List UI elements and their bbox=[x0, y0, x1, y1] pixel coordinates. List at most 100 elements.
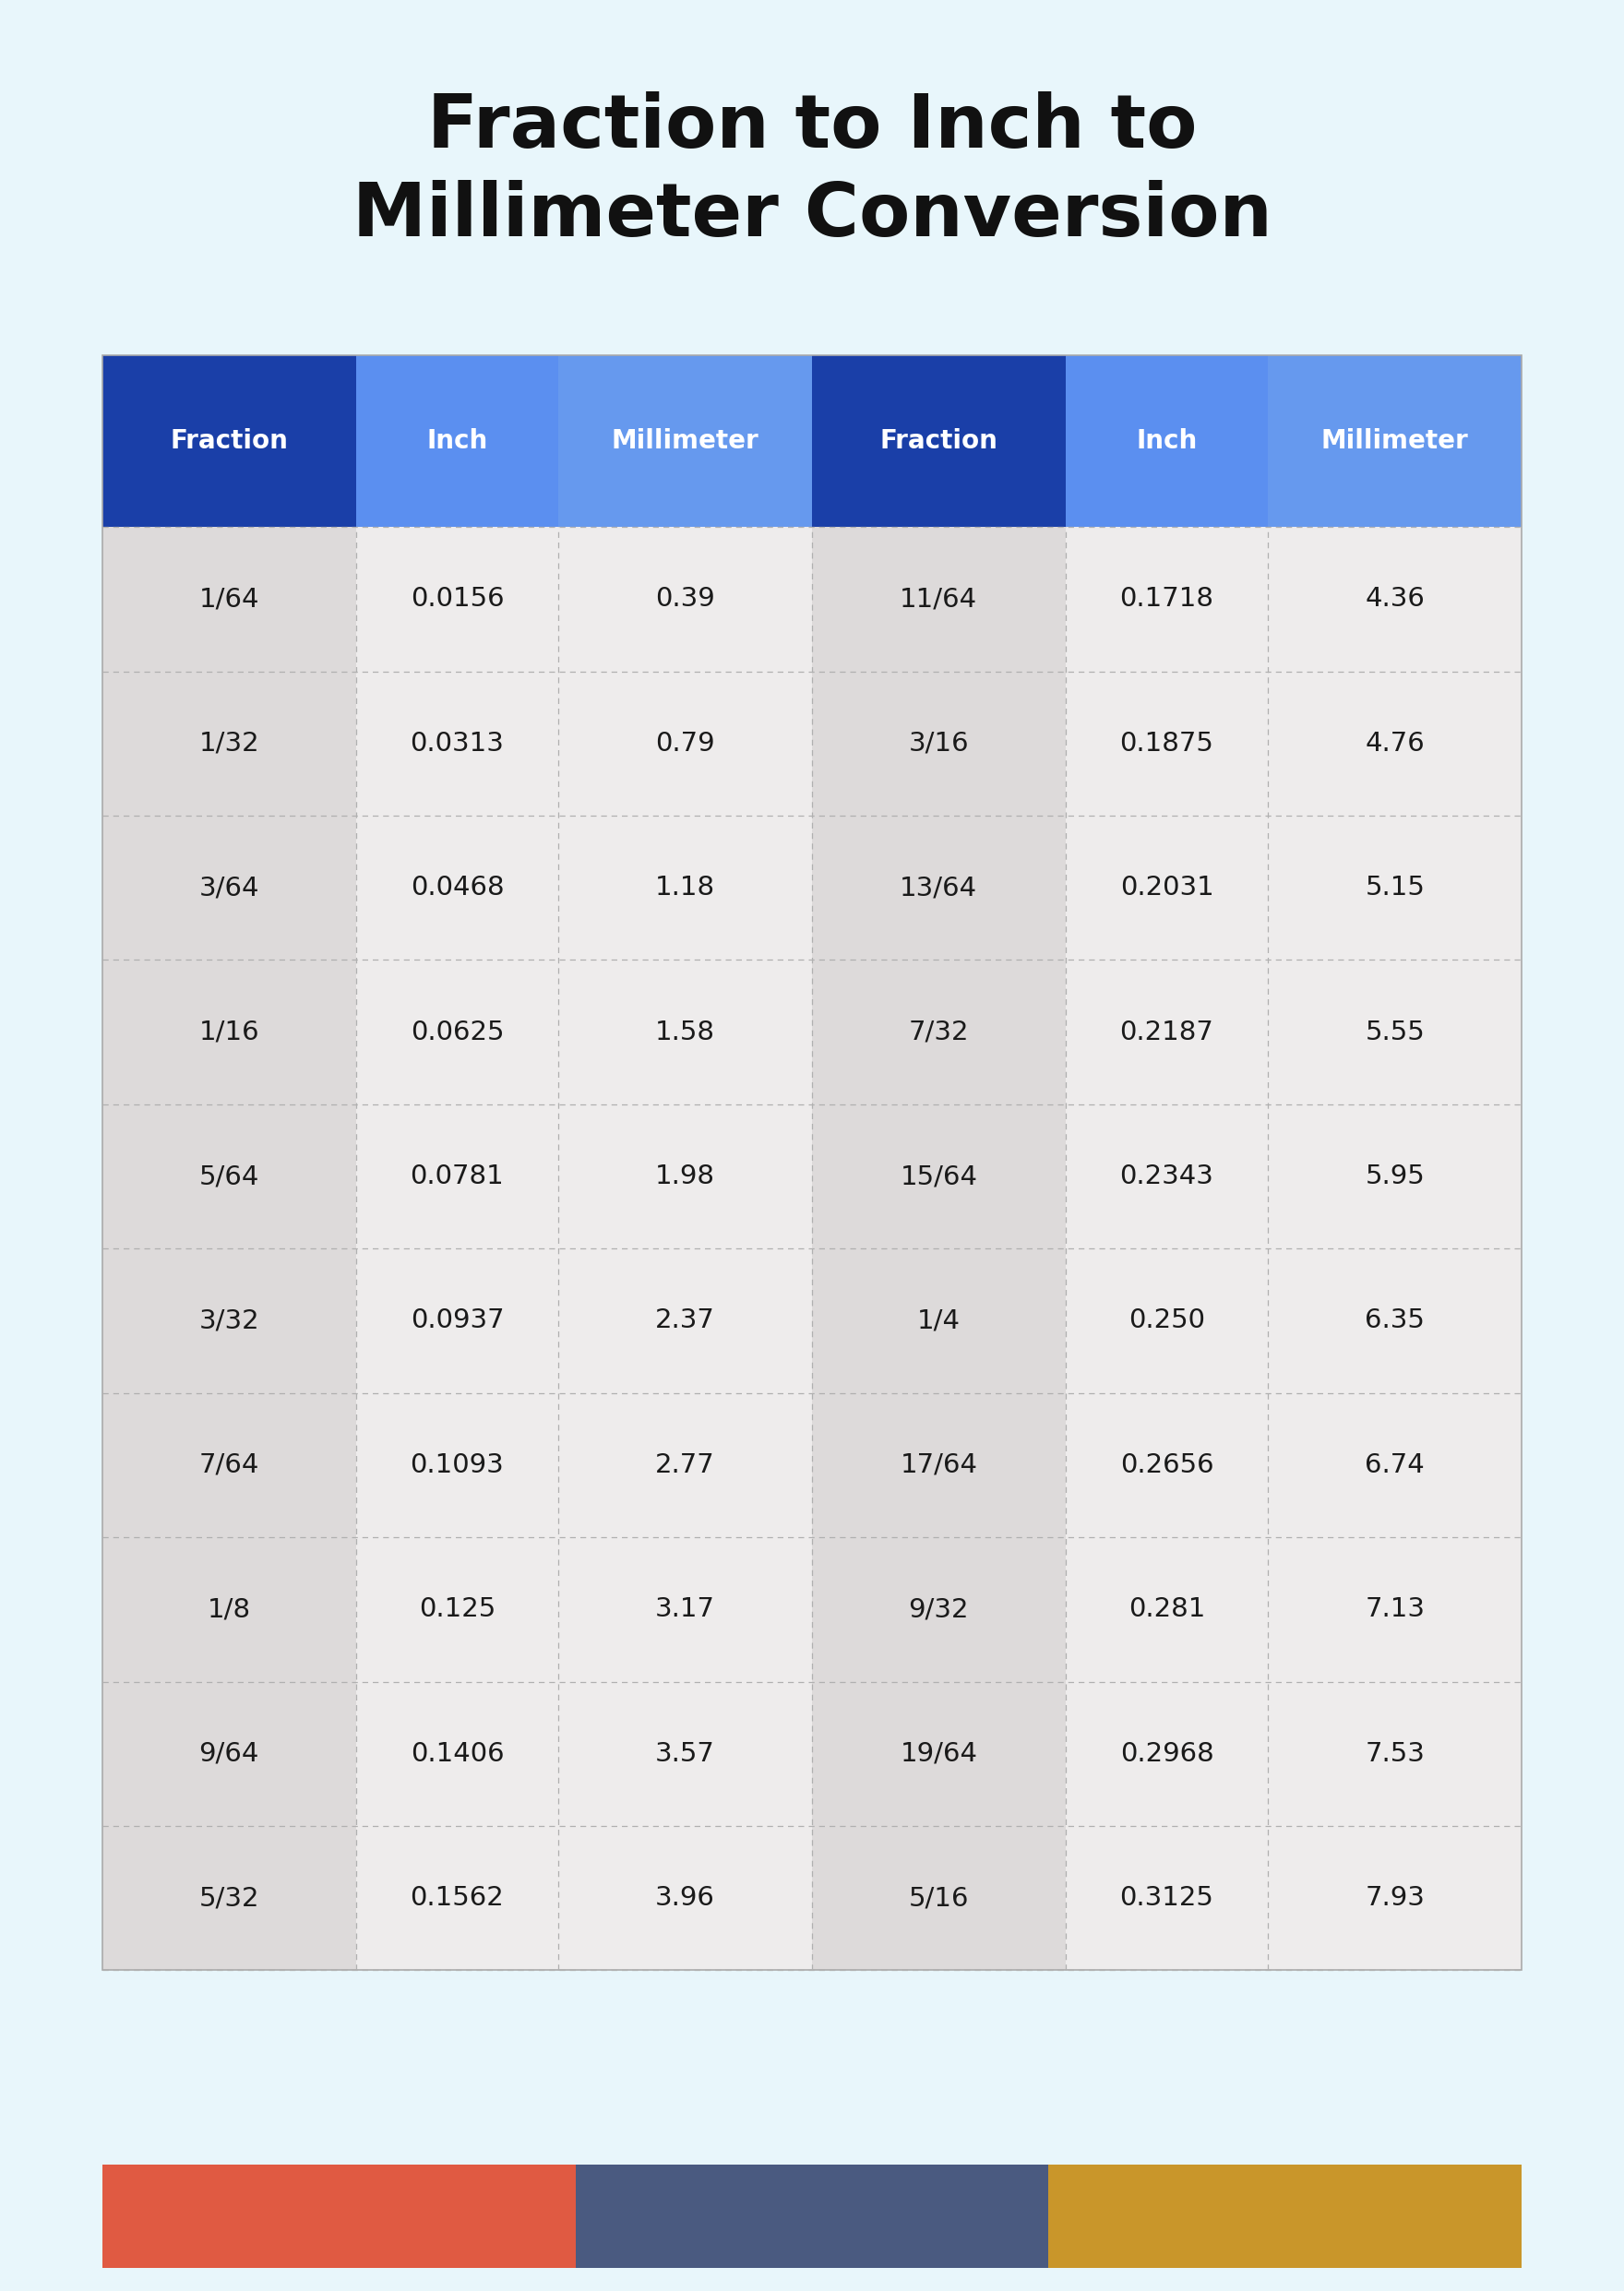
Text: 3.96: 3.96 bbox=[656, 1885, 715, 1911]
Text: 0.0781: 0.0781 bbox=[411, 1164, 503, 1189]
FancyBboxPatch shape bbox=[559, 671, 812, 816]
Text: 5/16: 5/16 bbox=[908, 1885, 970, 1911]
FancyBboxPatch shape bbox=[356, 527, 559, 671]
Text: 9/32: 9/32 bbox=[908, 1597, 970, 1622]
Text: 3/16: 3/16 bbox=[908, 731, 970, 756]
Text: Inch: Inch bbox=[427, 428, 487, 454]
FancyBboxPatch shape bbox=[1065, 1682, 1268, 1826]
FancyBboxPatch shape bbox=[102, 527, 356, 671]
Text: 0.0625: 0.0625 bbox=[411, 1019, 503, 1045]
FancyBboxPatch shape bbox=[356, 671, 559, 816]
FancyBboxPatch shape bbox=[812, 1249, 1065, 1393]
FancyBboxPatch shape bbox=[102, 1682, 356, 1826]
FancyBboxPatch shape bbox=[1268, 671, 1522, 816]
Text: 17/64: 17/64 bbox=[900, 1452, 978, 1478]
FancyBboxPatch shape bbox=[102, 671, 356, 816]
Text: 1/8: 1/8 bbox=[208, 1597, 250, 1622]
Text: 0.2187: 0.2187 bbox=[1121, 1019, 1213, 1045]
Text: 7.13: 7.13 bbox=[1364, 1597, 1424, 1622]
Text: 0.79: 0.79 bbox=[656, 731, 715, 756]
FancyBboxPatch shape bbox=[559, 960, 812, 1104]
FancyBboxPatch shape bbox=[559, 1393, 812, 1537]
FancyBboxPatch shape bbox=[102, 1104, 356, 1249]
FancyBboxPatch shape bbox=[559, 355, 812, 527]
FancyBboxPatch shape bbox=[1268, 527, 1522, 671]
FancyBboxPatch shape bbox=[1065, 960, 1268, 1104]
FancyBboxPatch shape bbox=[1268, 1537, 1522, 1682]
FancyBboxPatch shape bbox=[1268, 960, 1522, 1104]
Text: 7/32: 7/32 bbox=[908, 1019, 970, 1045]
Text: 0.250: 0.250 bbox=[1129, 1308, 1205, 1333]
Text: 3.17: 3.17 bbox=[654, 1597, 715, 1622]
FancyBboxPatch shape bbox=[1065, 1104, 1268, 1249]
FancyBboxPatch shape bbox=[1065, 1826, 1268, 1970]
Text: 7/64: 7/64 bbox=[198, 1452, 260, 1478]
FancyBboxPatch shape bbox=[812, 1537, 1065, 1682]
Text: 0.1093: 0.1093 bbox=[411, 1452, 503, 1478]
Text: 6.35: 6.35 bbox=[1366, 1308, 1424, 1333]
Text: 2.37: 2.37 bbox=[656, 1308, 715, 1333]
FancyBboxPatch shape bbox=[356, 1682, 559, 1826]
FancyBboxPatch shape bbox=[575, 2165, 1049, 2268]
Text: 1/32: 1/32 bbox=[198, 731, 260, 756]
Text: 1/4: 1/4 bbox=[918, 1308, 960, 1333]
FancyBboxPatch shape bbox=[356, 1249, 559, 1393]
Text: 0.0468: 0.0468 bbox=[411, 875, 503, 900]
Text: 1/16: 1/16 bbox=[198, 1019, 260, 1045]
FancyBboxPatch shape bbox=[812, 527, 1065, 671]
FancyBboxPatch shape bbox=[1065, 527, 1268, 671]
Text: 5.95: 5.95 bbox=[1366, 1164, 1424, 1189]
Text: 0.2968: 0.2968 bbox=[1121, 1741, 1213, 1766]
Text: 1.58: 1.58 bbox=[654, 1019, 715, 1045]
FancyBboxPatch shape bbox=[812, 355, 1065, 527]
Text: 0.0313: 0.0313 bbox=[411, 731, 503, 756]
FancyBboxPatch shape bbox=[356, 355, 559, 527]
Text: 9/64: 9/64 bbox=[198, 1741, 260, 1766]
Text: 0.3125: 0.3125 bbox=[1121, 1885, 1213, 1911]
Text: 0.2031: 0.2031 bbox=[1121, 875, 1213, 900]
FancyBboxPatch shape bbox=[559, 816, 812, 960]
Text: 0.2656: 0.2656 bbox=[1121, 1452, 1213, 1478]
Text: Fraction: Fraction bbox=[880, 428, 997, 454]
Text: 1/64: 1/64 bbox=[198, 586, 260, 612]
FancyBboxPatch shape bbox=[812, 816, 1065, 960]
Text: 2.77: 2.77 bbox=[656, 1452, 715, 1478]
FancyBboxPatch shape bbox=[1268, 1249, 1522, 1393]
Text: 0.281: 0.281 bbox=[1129, 1597, 1205, 1622]
Text: 0.1718: 0.1718 bbox=[1121, 586, 1213, 612]
FancyBboxPatch shape bbox=[1268, 1393, 1522, 1537]
FancyBboxPatch shape bbox=[1268, 1104, 1522, 1249]
FancyBboxPatch shape bbox=[1065, 1249, 1268, 1393]
FancyBboxPatch shape bbox=[559, 1249, 812, 1393]
FancyBboxPatch shape bbox=[1065, 1393, 1268, 1537]
Text: 1.98: 1.98 bbox=[654, 1164, 715, 1189]
FancyBboxPatch shape bbox=[559, 527, 812, 671]
FancyBboxPatch shape bbox=[559, 1104, 812, 1249]
Text: 0.1562: 0.1562 bbox=[411, 1885, 503, 1911]
FancyBboxPatch shape bbox=[559, 1537, 812, 1682]
FancyBboxPatch shape bbox=[102, 1537, 356, 1682]
Text: 0.1406: 0.1406 bbox=[411, 1741, 503, 1766]
FancyBboxPatch shape bbox=[1049, 2165, 1522, 2268]
Text: 5/64: 5/64 bbox=[198, 1164, 260, 1189]
Text: 1.18: 1.18 bbox=[654, 875, 715, 900]
FancyBboxPatch shape bbox=[812, 1682, 1065, 1826]
Text: 0.0937: 0.0937 bbox=[411, 1308, 503, 1333]
FancyBboxPatch shape bbox=[102, 2165, 575, 2268]
FancyBboxPatch shape bbox=[1065, 1537, 1268, 1682]
FancyBboxPatch shape bbox=[812, 1826, 1065, 1970]
FancyBboxPatch shape bbox=[812, 1393, 1065, 1537]
Text: 0.1875: 0.1875 bbox=[1121, 731, 1213, 756]
FancyBboxPatch shape bbox=[356, 960, 559, 1104]
Text: 5/32: 5/32 bbox=[198, 1885, 260, 1911]
Text: 3/32: 3/32 bbox=[198, 1308, 260, 1333]
FancyBboxPatch shape bbox=[102, 355, 356, 527]
Text: 7.93: 7.93 bbox=[1366, 1885, 1424, 1911]
Text: 5.15: 5.15 bbox=[1366, 875, 1424, 900]
FancyBboxPatch shape bbox=[559, 1826, 812, 1970]
Text: 0.0156: 0.0156 bbox=[411, 586, 503, 612]
Text: Millimeter: Millimeter bbox=[1322, 428, 1468, 454]
FancyBboxPatch shape bbox=[1065, 671, 1268, 816]
Text: 0.125: 0.125 bbox=[419, 1597, 495, 1622]
FancyBboxPatch shape bbox=[1268, 816, 1522, 960]
